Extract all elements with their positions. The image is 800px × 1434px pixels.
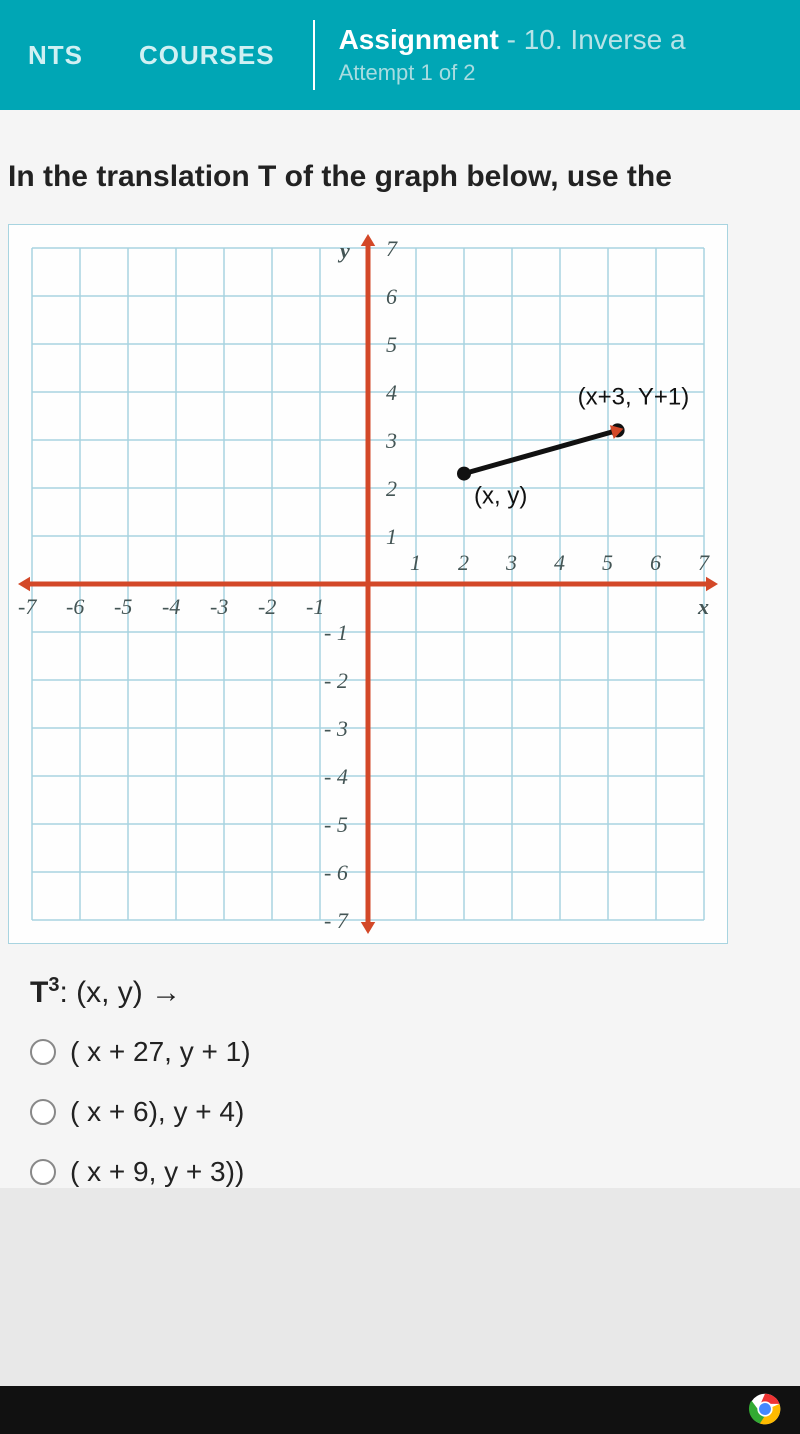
answer-section: T3: (x, y) → ( x + 27, y + 1) ( x + 6), … (0, 944, 800, 1188)
svg-text:-2: -2 (258, 594, 276, 619)
assignment-label: Assignment (339, 24, 499, 55)
radio-icon[interactable] (30, 1159, 56, 1185)
svg-text:2: 2 (458, 550, 469, 575)
svg-text:- 7: - 7 (324, 908, 349, 933)
svg-text:5: 5 (602, 550, 613, 575)
assignment-number: - 10. Inverse a (499, 24, 686, 55)
option-3-text: ( x + 9, y + 3)) (70, 1156, 244, 1188)
question-text: In the translation T of the graph below,… (0, 160, 800, 224)
option-1-text: ( x + 27, y + 1) (70, 1036, 251, 1068)
header-divider (313, 20, 315, 90)
assignment-title: Assignment - 10. Inverse a (339, 24, 686, 56)
svg-text:- 2: - 2 (324, 668, 348, 693)
svg-text:-3: -3 (210, 594, 228, 619)
t3-T: T (30, 976, 48, 1009)
svg-text:-1: -1 (306, 594, 324, 619)
svg-text:7: 7 (386, 236, 398, 261)
radio-icon[interactable] (30, 1039, 56, 1065)
t3-exponent: 3 (48, 974, 59, 996)
svg-text:2: 2 (386, 476, 397, 501)
t3-expression: T3: (x, y) → (30, 974, 800, 1010)
svg-text:3: 3 (505, 550, 517, 575)
chrome-icon[interactable] (748, 1392, 782, 1426)
option-2-text: ( x + 6), y + 4) (70, 1096, 244, 1128)
svg-text:-4: -4 (162, 594, 180, 619)
svg-text:4: 4 (554, 550, 565, 575)
svg-text:-6: -6 (66, 594, 84, 619)
top-header: NTS COURSES Assignment - 10. Inverse a A… (0, 0, 800, 110)
svg-text:6: 6 (650, 550, 661, 575)
nav-courses[interactable]: COURSES (111, 40, 303, 71)
svg-text:- 1: - 1 (324, 620, 348, 645)
svg-text:3: 3 (385, 428, 397, 453)
assignment-block: Assignment - 10. Inverse a Attempt 1 of … (325, 24, 686, 86)
svg-text:- 3: - 3 (324, 716, 348, 741)
coordinate-graph: 7 6 5 4 3 2 1 - 1 - 2 - 3 - 4 - 5 - 6 - 7 1 2 3 4 5 6 7 -7 -6 -… (8, 224, 728, 944)
svg-text:-5: -5 (114, 594, 132, 619)
nav-students[interactable]: NTS (0, 40, 111, 71)
svg-text:- 6: - 6 (324, 860, 348, 885)
content-area: In the translation T of the graph below,… (0, 110, 800, 1188)
svg-text:(x, y): (x, y) (474, 483, 527, 510)
svg-text:5: 5 (386, 332, 397, 357)
option-2[interactable]: ( x + 6), y + 4) (30, 1096, 800, 1128)
svg-text:1: 1 (410, 550, 421, 575)
svg-text:1: 1 (386, 524, 397, 549)
svg-text:x: x (697, 594, 709, 619)
svg-text:- 5: - 5 (324, 812, 348, 837)
t3-rest: : (x, y) → (59, 976, 181, 1009)
svg-text:- 4: - 4 (324, 764, 348, 789)
svg-text:6: 6 (386, 284, 397, 309)
taskbar (0, 1386, 800, 1434)
svg-text:4: 4 (386, 380, 397, 405)
svg-text:(x+3, Y+1): (x+3, Y+1) (578, 383, 690, 410)
svg-text:-7: -7 (18, 594, 37, 619)
radio-icon[interactable] (30, 1099, 56, 1125)
option-3[interactable]: ( x + 9, y + 3)) (30, 1156, 800, 1188)
svg-text:7: 7 (698, 550, 710, 575)
option-1[interactable]: ( x + 27, y + 1) (30, 1036, 800, 1068)
attempt-label: Attempt 1 of 2 (339, 60, 686, 86)
graph-svg: 7 6 5 4 3 2 1 - 1 - 2 - 3 - 4 - 5 - 6 - 7 1 2 3 4 5 6 7 -7 -6 -… (8, 224, 728, 944)
